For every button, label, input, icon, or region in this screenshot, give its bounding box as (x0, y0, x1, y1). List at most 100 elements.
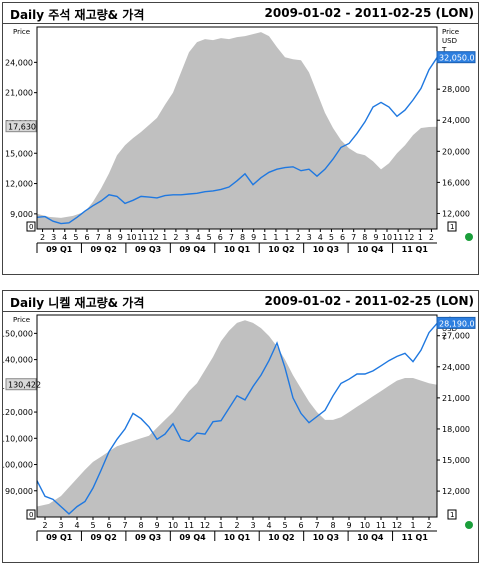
right-tick-label: 20,000 (442, 147, 470, 156)
month-tick-label: 9 (346, 521, 351, 530)
left-tick-label: 24,000 (5, 58, 33, 67)
left-tick-label: 120,000 (3, 408, 33, 417)
month-tick-label: 3 (250, 521, 255, 530)
right-tick-label: 12,000 (442, 487, 470, 496)
left-tick-label: 100,000 (3, 461, 33, 470)
right-tick-label: 15,000 (442, 456, 470, 465)
nickel-chart-panel: Daily 니켈 재고량& 가격 2009-01-02 - 2011-02-25… (2, 290, 479, 563)
current-price-value: 32,050.0 (439, 54, 475, 63)
month-tick-label: 1 (284, 233, 289, 242)
left-tick-label: 90,000 (5, 487, 33, 496)
nickel-chart-svg: PricePriceUSDT90,000100,000110,000120,00… (3, 314, 476, 542)
right-axis-label: USD (442, 325, 457, 333)
right-tick-label: 24,000 (442, 363, 470, 372)
month-tick-label: 5 (90, 521, 95, 530)
stock-area (37, 32, 437, 229)
month-tick-label: 9 (251, 233, 256, 242)
month-tick-label: 3 (51, 233, 56, 242)
left-scroll-label: 0 (29, 223, 33, 231)
left-tick-label: 15,000 (5, 149, 33, 158)
quarter-label: 10 Q3 (313, 533, 339, 542)
month-tick-label: 5 (282, 521, 287, 530)
month-tick-label: 1 (262, 233, 267, 242)
quarter-label: 10 Q2 (268, 245, 294, 254)
month-tick-label: 5 (73, 233, 78, 242)
right-axis-label: Price (442, 28, 459, 36)
left-tick-label: 21,000 (5, 89, 33, 98)
month-tick-label: 11 (137, 233, 147, 242)
quarter-label: 10 Q1 (224, 533, 251, 542)
month-tick-label: 7 (122, 521, 127, 530)
price-line (36, 322, 438, 515)
right-scroll-label: 1 (450, 511, 454, 519)
month-tick-label: 4 (318, 233, 323, 242)
month-tick-label: 8 (107, 233, 112, 242)
tin-chart-panel: Daily 주석 재고량& 가격 2009-01-02 - 2011-02-25… (2, 2, 479, 275)
right-tick-label: 28,000 (442, 85, 470, 94)
month-tick-label: 11 (184, 521, 194, 530)
status-dot-icon (465, 233, 473, 241)
current-stock-box (5, 120, 37, 133)
month-tick-label: 3 (184, 233, 189, 242)
quarter-label: 10 Q1 (224, 245, 251, 254)
month-tick-label: 5 (329, 233, 334, 242)
month-tick-label: 4 (62, 233, 67, 242)
month-tick-label: 10 (382, 233, 392, 242)
month-tick-label: 8 (138, 521, 143, 530)
month-tick-label: 6 (106, 521, 111, 530)
left-tick-label: 12,000 (5, 180, 33, 189)
right-tick-label: 18,000 (442, 425, 470, 434)
stock-area (37, 320, 437, 517)
month-tick-label: 6 (84, 233, 89, 242)
month-tick-label: 1 (418, 233, 423, 242)
left-tick-label: 150,000 (3, 329, 33, 338)
quarter-label: 09 Q1 (46, 533, 73, 542)
title-divider (3, 311, 478, 312)
date-range: 2009-01-02 - 2011-02-25 (LON) (264, 294, 474, 308)
month-tick-label: 8 (240, 233, 245, 242)
month-tick-label: 3 (307, 233, 312, 242)
right-scroll-handle (447, 221, 457, 232)
right-tick-label: 12,000 (442, 209, 470, 218)
month-tick-label: 1 (162, 233, 167, 242)
month-tick-label: 4 (266, 521, 271, 530)
left-scroll-handle (26, 221, 36, 232)
right-axis-label: T (441, 46, 447, 54)
right-scroll-handle (447, 509, 457, 520)
quarter-label: 11 Q1 (402, 245, 429, 254)
quarter-label: 11 Q1 (402, 533, 429, 542)
quarter-label: 09 Q3 (135, 533, 161, 542)
quarter-label: 09 Q2 (91, 245, 117, 254)
month-tick-label: 12 (404, 233, 414, 242)
month-tick-label: 11 (376, 521, 386, 530)
chart-title: Daily 니켈 재고량& 가격 (10, 296, 145, 310)
month-tick-label: 2 (42, 521, 47, 530)
current-stock-box (5, 378, 37, 391)
right-tick-label: 16,000 (442, 178, 470, 187)
left-tick-label: 110,000 (3, 434, 33, 443)
month-tick-label: 2 (426, 521, 431, 530)
month-tick-label: 2 (173, 233, 178, 242)
current-price-box (436, 51, 476, 64)
month-tick-label: 7 (96, 233, 101, 242)
tin-chart-svg: PricePriceUSDT9,00012,00015,00018,00021,… (5, 26, 476, 254)
month-tick-label: 8 (362, 233, 367, 242)
month-tick-label: 5 (207, 233, 212, 242)
month-tick-label: 12 (200, 521, 210, 530)
quarter-label: 09 Q3 (135, 245, 161, 254)
left-tick-label: 140,000 (3, 356, 33, 365)
price-line (36, 57, 438, 225)
month-tick-label: 9 (373, 233, 378, 242)
month-tick-label: 11 (393, 233, 403, 242)
month-tick-label: 7 (314, 521, 319, 530)
month-tick-label: 3 (58, 521, 63, 530)
month-tick-label: 2 (429, 233, 434, 242)
month-tick-label: 1 (273, 233, 278, 242)
month-tick-label: 1 (410, 521, 415, 530)
left-axis-label: Price (13, 316, 30, 324)
right-axis-label: USD (442, 37, 457, 45)
quarter-label: 10 Q3 (313, 245, 339, 254)
status-dot-icon (465, 521, 473, 529)
quarter-label: 09 Q4 (179, 245, 206, 254)
right-axis-label: T (441, 334, 447, 342)
